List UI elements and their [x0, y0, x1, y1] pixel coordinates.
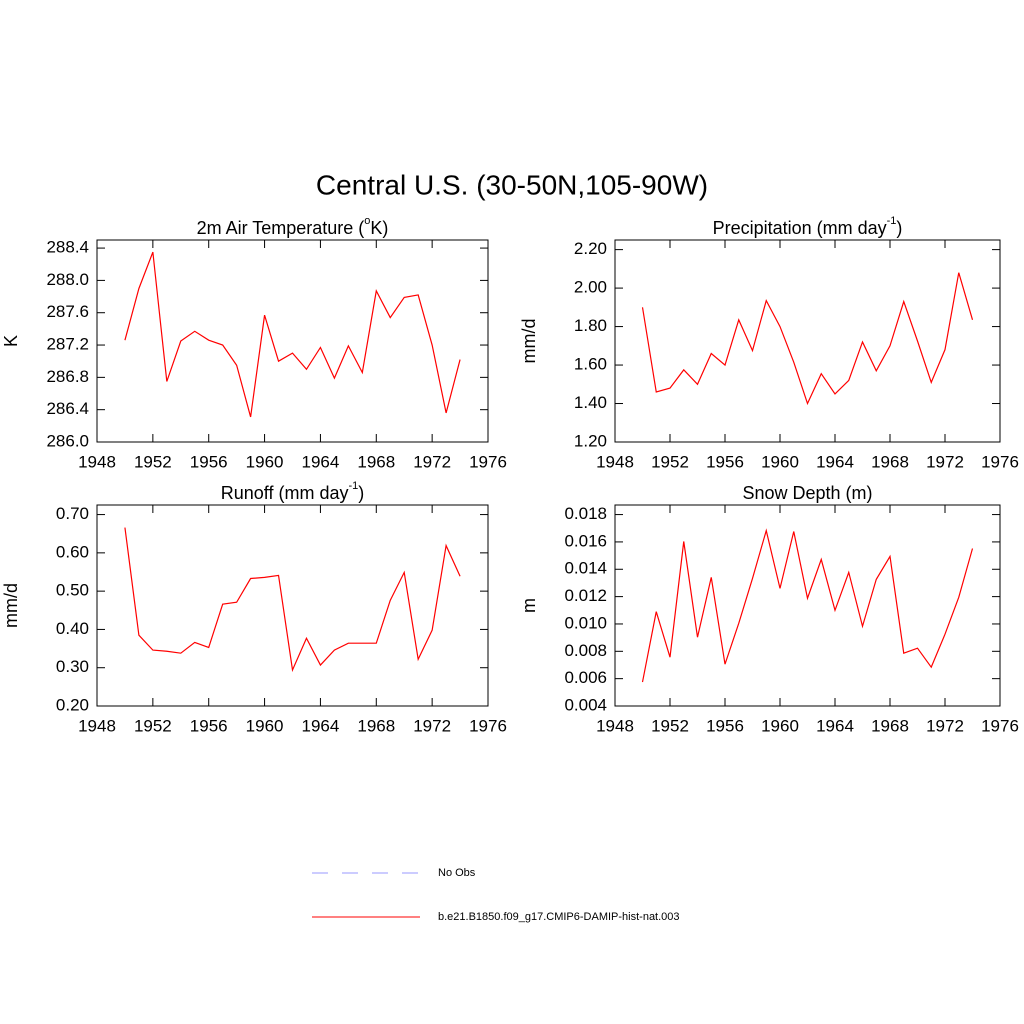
plot-frame: [96, 504, 489, 707]
data-line: [641, 528, 974, 683]
y-tick-label: 2.20: [574, 239, 607, 258]
panel-title: 2m Air Temperature (oK): [197, 215, 389, 238]
title-part: ): [896, 218, 902, 238]
x-tick-label: 1972: [413, 716, 451, 735]
x-tick-label: 1976: [469, 716, 507, 735]
x-tick-label: 1972: [926, 452, 964, 471]
y-tick-label: 0.50: [56, 581, 89, 600]
plot-frame: [96, 239, 489, 443]
y-tick-label: 286.0: [46, 431, 89, 450]
x-tick-label: 1964: [816, 716, 854, 735]
y-tick-label: 0.016: [564, 531, 607, 550]
data-line: [124, 527, 461, 673]
x-tick-label: 1968: [357, 452, 395, 471]
y-axis-label: mm/d: [519, 319, 539, 364]
title-part: 2m Air Temperature (: [197, 218, 365, 238]
y-tick-label: 288.4: [46, 238, 89, 257]
y-tick-label: 1.80: [574, 316, 607, 335]
title-part: K): [370, 218, 388, 238]
x-tick-label: 1960: [246, 716, 284, 735]
x-tick-label: 1972: [413, 452, 451, 471]
y-tick-label: 0.018: [564, 504, 607, 523]
y-tick-label: 0.012: [564, 586, 607, 605]
y-tick-label: 0.30: [56, 657, 89, 676]
y-tick-label: 287.6: [46, 302, 89, 321]
title-part: -1: [887, 215, 897, 227]
title-part: o: [364, 215, 370, 227]
x-tick-label: 1964: [302, 716, 340, 735]
y-tick-label: 286.8: [46, 367, 89, 386]
panel-title: Precipitation (mm day-1): [713, 215, 903, 238]
y-tick-label: 1.20: [574, 431, 607, 450]
x-tick-label: 1976: [469, 452, 507, 471]
panel-title: Runoff (mm day-1): [221, 480, 365, 503]
x-tick-label: 1948: [596, 716, 634, 735]
plot-frame: [614, 239, 1001, 443]
title-part: Runoff (mm day: [221, 483, 349, 503]
x-tick-label: 1956: [190, 452, 228, 471]
y-tick-label: 0.014: [564, 559, 607, 578]
data-line: [641, 272, 974, 406]
x-tick-label: 1956: [706, 452, 744, 471]
x-tick-label: 1952: [651, 716, 689, 735]
y-tick-label: 0.60: [56, 542, 89, 561]
y-tick-label: 2.00: [574, 278, 607, 297]
panel-title: Snow Depth (m): [742, 483, 872, 503]
data-line: [124, 251, 461, 418]
y-tick-label: 0.010: [564, 613, 607, 632]
x-tick-label: 1972: [926, 716, 964, 735]
x-tick-label: 1948: [78, 716, 116, 735]
y-tick-label: 287.2: [46, 335, 89, 354]
y-tick-label: 1.40: [574, 393, 607, 412]
y-axis-label: mm/d: [1, 583, 21, 628]
y-tick-label: 1.60: [574, 355, 607, 374]
x-tick-label: 1960: [761, 452, 799, 471]
title-part: -1: [348, 480, 358, 492]
figure-title: Central U.S. (30-50N,105-90W): [316, 169, 708, 200]
x-tick-label: 1976: [981, 716, 1019, 735]
plot-frame: [614, 504, 1001, 707]
y-tick-label: 288.0: [46, 270, 89, 289]
x-tick-label: 1956: [190, 716, 228, 735]
y-tick-label: 0.008: [564, 641, 607, 660]
title-part: ): [358, 483, 364, 503]
y-tick-label: 286.4: [46, 399, 89, 418]
y-tick-label: 0.70: [56, 504, 89, 523]
x-tick-label: 1976: [981, 452, 1019, 471]
x-tick-label: 1952: [134, 452, 172, 471]
y-tick-label: 0.004: [564, 695, 607, 714]
x-tick-label: 1960: [246, 452, 284, 471]
x-tick-label: 1952: [651, 452, 689, 471]
x-tick-label: 1948: [78, 452, 116, 471]
legend-label: No Obs: [438, 867, 476, 879]
y-tick-label: 0.006: [564, 668, 607, 687]
y-axis-label: m: [519, 598, 539, 613]
title-part: Precipitation (mm day: [713, 218, 887, 238]
x-tick-label: 1956: [706, 716, 744, 735]
x-tick-label: 1964: [302, 452, 340, 471]
y-tick-label: 0.40: [56, 619, 89, 638]
legend-label: b.e21.B1850.f09_g17.CMIP6-DAMIP-hist-nat…: [438, 911, 680, 923]
x-tick-label: 1968: [871, 452, 909, 471]
y-axis-label: K: [1, 335, 21, 347]
y-tick-label: 0.20: [56, 695, 89, 714]
x-tick-label: 1952: [134, 716, 172, 735]
x-tick-label: 1964: [816, 452, 854, 471]
x-tick-label: 1968: [357, 716, 395, 735]
x-tick-label: 1960: [761, 716, 799, 735]
x-tick-label: 1948: [596, 452, 634, 471]
x-tick-label: 1968: [871, 716, 909, 735]
